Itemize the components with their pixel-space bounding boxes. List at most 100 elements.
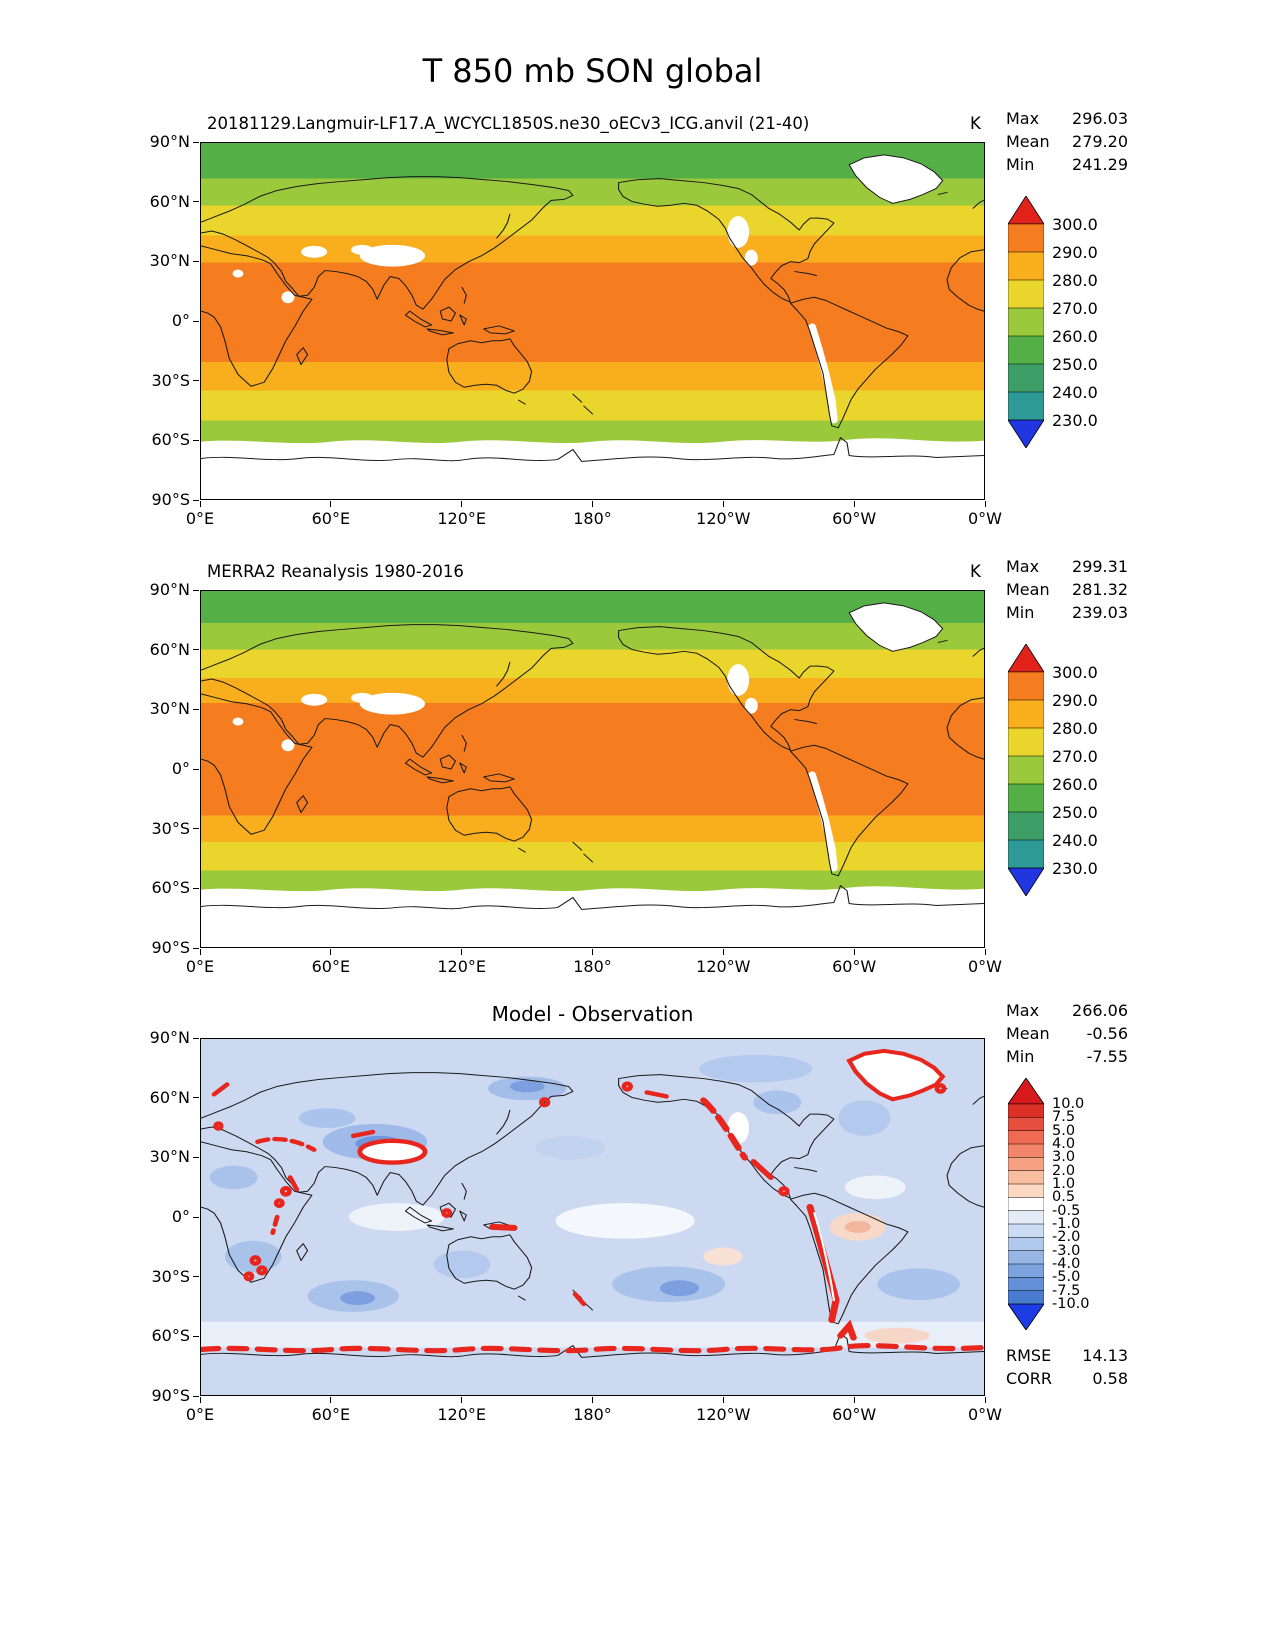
stat-label: Mean [1006, 1024, 1050, 1043]
y-axis-label: 60°N [149, 191, 190, 211]
x-axis-label: 60°W [832, 1405, 877, 1424]
x-axis-tick [853, 1397, 855, 1403]
y-axis-tick [193, 1395, 199, 1397]
stat-row: Max 266.06 [1006, 999, 1128, 1022]
x-axis-tick [461, 1397, 463, 1403]
y-axis-label: 90°S [151, 1386, 190, 1405]
colorbar-tick-label: -4.0 [1052, 1256, 1081, 1272]
y-axis-tick [193, 141, 199, 143]
x-axis-tick [461, 501, 463, 507]
colorbar-tick-label: -0.5 [1052, 1202, 1081, 1219]
y-axis-label: 30°N [149, 699, 190, 719]
panel1-colorbar: 300.0 290.0 280.0 270.0 260.0 250.0 240.0 230.0 [1008, 196, 1098, 448]
colorbar-tick-label: 230.0 [1052, 859, 1098, 878]
x-axis-tick [330, 1397, 332, 1403]
x-axis-label: 60°E [311, 509, 351, 528]
colorbar-tick-label: -3.0 [1052, 1242, 1081, 1259]
y-axis-label: 90°N [149, 1028, 190, 1047]
y-axis-tick [193, 499, 199, 501]
stat-value: 0.58 [1092, 1369, 1128, 1388]
y-axis-label: 90°S [151, 490, 190, 509]
colorbar-tick-label: 2.0 [1052, 1162, 1076, 1179]
y-axis-label: 30°S [151, 1266, 190, 1286]
stat-row: Mean 279.20 [1006, 130, 1128, 153]
panel2-subtitle: MERRA2 Reanalysis 1980-2016 [207, 562, 464, 581]
y-axis-tick [193, 1037, 199, 1039]
x-axis-label: 0°E [185, 957, 215, 976]
model-map-canvas [201, 143, 984, 499]
x-axis-label: 120°E [437, 957, 486, 976]
x-axis-tick [722, 501, 724, 507]
x-axis-tick [722, 949, 724, 955]
stat-value: 279.20 [1072, 132, 1128, 151]
y-axis-label: 60°N [149, 1087, 190, 1107]
stat-row: RMSE 14.13 [1006, 1344, 1128, 1367]
x-axis-tick [330, 501, 332, 507]
y-axis-tick [193, 380, 199, 382]
y-axis-label: 60°S [151, 1326, 190, 1346]
colorbar-tick-label: 250.0 [1052, 803, 1098, 822]
y-axis-tick [193, 1335, 199, 1337]
colorbar-tick-label: 260.0 [1052, 775, 1098, 794]
panel3-skill-stats: RMSE 14.13 CORR 0.58 [1006, 1344, 1128, 1390]
y-axis-label: 0° [171, 1207, 190, 1226]
y-axis-label: 0° [171, 759, 190, 778]
panel1-units-label: K [970, 114, 981, 133]
colorbar-tick-label: 0.5 [1052, 1189, 1076, 1206]
panel1-map [200, 142, 985, 500]
x-axis-label: 120°W [696, 1405, 751, 1424]
x-axis-tick [592, 949, 593, 955]
mountain-bias-marks [201, 1081, 984, 1354]
colorbar-canvas [1008, 1078, 1044, 1330]
stat-row: Mean -0.56 [1006, 1022, 1128, 1045]
x-axis-label: 0°W [968, 1405, 1002, 1424]
stat-row: Min -7.55 [1006, 1045, 1128, 1068]
y-axis-tick [193, 260, 199, 262]
stat-label: Max [1006, 557, 1040, 576]
colorbar-tick-label: 250.0 [1052, 355, 1098, 374]
x-axis-label: 60°W [832, 957, 877, 976]
colorbar-tick-label: 4.0 [1052, 1136, 1076, 1152]
y-axis-label: 60°S [151, 878, 190, 898]
panel3-colorbar: 10.0 7.5 5.0 4.0 3.0 2.0 1.0 0.5 -0.5 -1.0 -2.0 -3.… [1008, 1078, 1090, 1330]
colorbar-tick-label: 240.0 [1052, 831, 1098, 850]
panel2-colorbar: 300.0 290.0 280.0 270.0 260.0 250.0 240.0 230.0 [1008, 644, 1098, 896]
panel2-map [200, 590, 985, 948]
colorbar-tick-label: 240.0 [1052, 383, 1098, 402]
stat-row: Min 239.03 [1006, 601, 1128, 624]
x-axis-tick [722, 1397, 724, 1403]
panel3-subtitle: Model - Observation [491, 1002, 694, 1026]
y-axis-tick [193, 201, 199, 203]
panel3-stats: Max 266.06 Mean -0.56 Min -7.55 [1006, 999, 1128, 1068]
stat-label: Min [1006, 155, 1035, 174]
x-axis-label: 120°W [696, 509, 751, 528]
x-axis-label: 0°W [968, 957, 1002, 976]
y-axis-tick [193, 947, 199, 949]
x-axis-tick [984, 949, 986, 955]
stat-label: Min [1006, 1047, 1035, 1066]
colorbar-tick-label: -10.0 [1052, 1296, 1090, 1312]
stat-value: 266.06 [1072, 1001, 1128, 1020]
y-axis-label: 30°S [151, 818, 190, 838]
panel3-map [200, 1038, 985, 1396]
x-axis-label: 0°W [968, 509, 1002, 528]
colorbar-tick-label: 280.0 [1052, 719, 1098, 738]
x-axis-label: 60°E [311, 957, 351, 976]
colorbar-tick-label: 1.0 [1052, 1176, 1076, 1192]
x-axis-tick [984, 501, 986, 507]
stat-row: CORR 0.58 [1006, 1367, 1128, 1390]
colorbar-tick-label: 5.0 [1052, 1122, 1076, 1139]
y-axis-label: 90°N [149, 132, 190, 151]
y-axis-label: 60°S [151, 430, 190, 450]
colorbar-tick-label: 270.0 [1052, 299, 1098, 318]
colorbar-tick-label: 270.0 [1052, 747, 1098, 766]
x-axis-tick [853, 501, 855, 507]
y-axis-tick [193, 1216, 199, 1218]
stat-value: 14.13 [1082, 1346, 1128, 1365]
y-axis-label: 30°S [151, 370, 190, 390]
x-axis-tick [853, 949, 855, 955]
colorbar-tick-label: 260.0 [1052, 327, 1098, 346]
x-axis-label: 180° [573, 957, 612, 976]
stat-value: 299.31 [1072, 557, 1128, 576]
